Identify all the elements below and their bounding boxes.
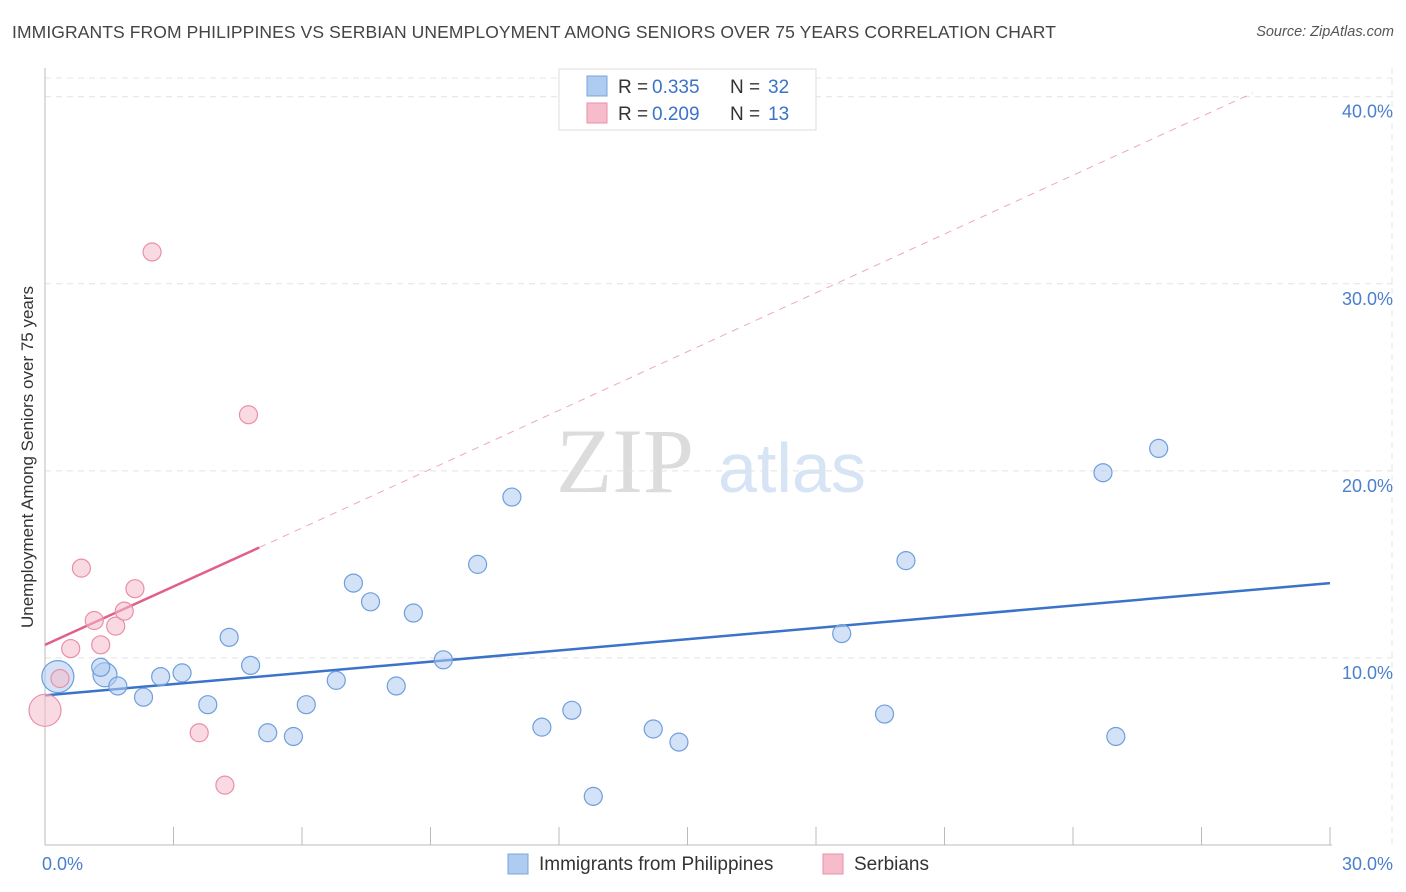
correlation-legend: R = 0.335 N = 32 R = 0.209 N = 13 [558,68,817,131]
trendline-extension-1 [258,92,1254,549]
y-axis-label: Unemployment Among Seniors over 75 years [18,286,37,628]
trendline-0 [44,581,1331,697]
legend-n-label-2: N = [730,104,760,125]
data-point-s0-22 [562,700,582,720]
trendlines [44,92,1331,697]
trendline-1 [44,546,260,646]
watermark-zip: ZIP [556,410,694,512]
data-point-s1-8 [125,579,145,599]
y-tick-label-30: 30.0% [1342,289,1393,309]
legend-swatch-serbians [586,102,608,124]
chart-title: IMMIGRANTS FROM PHILIPPINES VS SERBIAN U… [12,22,1057,42]
tick-labels: 10.0% 20.0% 30.0% 40.0% 0.0% 30.0% [42,102,1393,874]
data-point-s0-23 [583,786,603,806]
data-point-s1-1 [50,668,70,689]
data-point-s0-27 [874,704,895,724]
data-point-s1-2 [61,638,81,659]
data-point-s0-13 [326,670,346,690]
data-point-s0-25 [669,732,689,752]
data-point-s1-12 [238,405,259,425]
data-point-s0-30 [1106,726,1126,747]
legend-r-value-1: 0.335 [652,77,700,98]
data-point-s0-18 [433,650,453,670]
legend-r-label-1: R = [618,77,648,98]
data-point-s0-12 [296,695,316,715]
data-point-s0-11 [283,726,304,747]
data-point-s0-15 [360,592,381,612]
data-point-s0-5 [151,667,171,687]
data-point-s0-26 [832,624,852,644]
data-point-s1-11 [215,775,235,795]
data-point-s0-7 [198,695,218,715]
data-point-s0-3 [108,676,128,696]
watermark-atlas: atlas [718,429,866,507]
y-tick-label-10: 10.0% [1342,663,1393,683]
bottom-legend-label-serbians: Serbians [854,854,929,875]
x-tick-label-0: 0.0% [42,854,83,874]
y-tick-label-40: 40.0% [1342,102,1393,122]
data-point-s1-3 [71,558,92,578]
data-points [28,242,1169,806]
y-tick-label-20: 20.0% [1342,476,1393,496]
data-point-s0-14 [343,573,363,593]
data-point-s0-10 [258,723,278,743]
bottom-legend-swatch-serbians [822,853,844,875]
data-point-s0-21 [532,717,552,737]
data-point-s0-9 [241,655,261,676]
data-point-s0-8 [219,627,239,647]
data-point-s0-17 [403,603,423,623]
legend-n-value-2: 13 [768,104,789,125]
data-point-s0-20 [502,487,522,507]
data-point-s1-9 [142,242,162,262]
data-point-s1-10 [189,723,209,743]
data-point-s0-28 [896,551,916,571]
data-point-s0-19 [468,554,488,574]
series-legend: Immigrants from Philippines Serbians [507,853,929,875]
gridlines [45,68,1395,845]
data-point-s1-0 [28,693,62,727]
data-point-s0-29 [1093,463,1113,483]
bottom-legend-swatch-philippines [507,853,529,875]
data-point-s1-7 [114,601,134,621]
data-point-s1-4 [84,610,104,631]
data-point-s0-2 [91,657,111,677]
data-point-s1-6 [106,616,126,636]
data-point-s0-6 [172,663,192,683]
x-tick-label-1: 30.0% [1342,854,1393,874]
legend-n-value-1: 32 [768,77,789,98]
data-point-s0-24 [643,719,663,739]
source-credit: Source: ZipAtlas.com [1256,24,1394,40]
data-point-s1-5 [91,635,111,655]
legend-r-value-2: 0.209 [652,104,700,125]
data-point-s0-4 [133,687,154,707]
data-point-s0-31 [1149,438,1169,459]
watermark: ZIP atlas [556,410,866,512]
legend-swatch-philippines [586,75,608,97]
legend-n-label-1: N = [730,77,760,98]
data-point-s0-16 [386,676,406,696]
bottom-legend-label-philippines: Immigrants from Philippines [539,854,773,875]
legend-r-label-2: R = [618,104,648,125]
